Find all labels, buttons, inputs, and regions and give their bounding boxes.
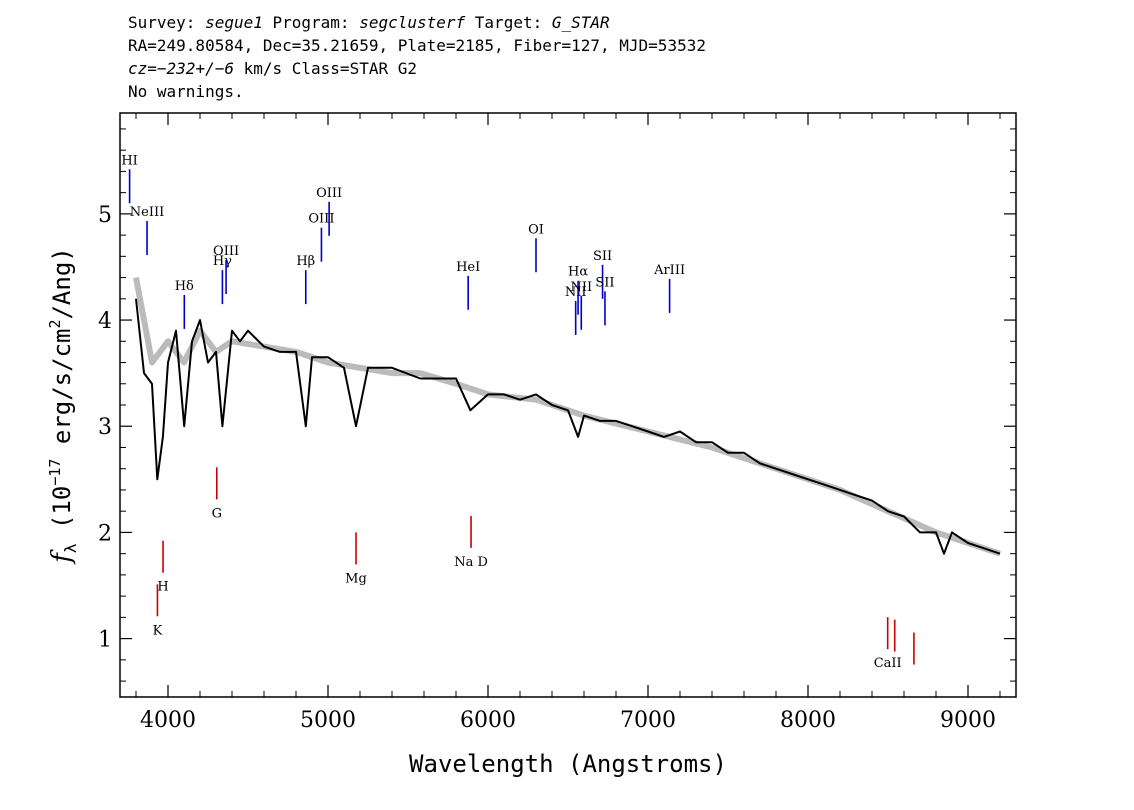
emission-line-label: OIII bbox=[316, 186, 342, 201]
ticks-layer: 4000 5000 6000 7000 8000 9000 1 2 3 4 5 bbox=[98, 113, 1016, 733]
emission-line-label: SII bbox=[595, 275, 614, 290]
y-tick-label: 2 bbox=[98, 521, 112, 546]
emission-line-label: OI bbox=[528, 222, 544, 237]
emission-line-label: OIII bbox=[308, 212, 334, 227]
x-tick-label: 6000 bbox=[460, 708, 516, 733]
emission-line-label: NII bbox=[570, 280, 592, 295]
spectrum-noise-band bbox=[133, 277, 1001, 557]
survey-value: segue1 bbox=[205, 13, 263, 32]
emission-line-label: Hα bbox=[568, 265, 588, 280]
emission-line-label: Hβ bbox=[296, 254, 315, 269]
x-tick-label: 8000 bbox=[780, 708, 836, 733]
target-value: G_STAR bbox=[551, 13, 610, 32]
header-line-coordinates: RA=249.80584, Dec=35.21659, Plate=2185, … bbox=[128, 36, 706, 55]
absorption-line-label: H bbox=[157, 580, 168, 595]
spectrum-flux-line bbox=[135, 298, 1001, 555]
header-line-warnings: No warnings. bbox=[128, 82, 244, 101]
program-value: segclusterf bbox=[359, 13, 466, 32]
emission-line-label: Hγ bbox=[213, 254, 232, 269]
header-line-survey: Survey: segue1 Program: segclusterf Targ… bbox=[128, 13, 610, 32]
absorption-line-label: G bbox=[212, 506, 222, 521]
y-tick-label: 3 bbox=[98, 415, 112, 440]
x-tick-label: 7000 bbox=[620, 708, 676, 733]
absorption-line-label: Mg bbox=[345, 571, 367, 586]
emission-line-label: HI bbox=[121, 153, 137, 168]
absorption-line-label: K bbox=[153, 623, 163, 638]
emission-line-label: OIII bbox=[213, 244, 239, 259]
x-tick-label: 4000 bbox=[140, 708, 196, 733]
y-tick-label: 4 bbox=[98, 309, 112, 334]
y-tick-label: 5 bbox=[98, 203, 112, 228]
x-tick-label: 9000 bbox=[940, 708, 996, 733]
series-layer bbox=[133, 277, 1001, 557]
emission-line-label: ArIII bbox=[653, 263, 685, 278]
cz-value: −232+/−6 bbox=[156, 59, 234, 78]
emission-line-label: Hδ bbox=[175, 279, 194, 294]
absorption-line-label: Na D bbox=[454, 555, 488, 570]
spectral-lines-layer: HINeIIIHδHγOIIIHβOIIIOIIIHeIOINIIHαNIISI… bbox=[121, 153, 915, 671]
emission-line-label: SII bbox=[593, 249, 612, 264]
x-axis-label: Wavelength (Angstroms) bbox=[409, 750, 727, 778]
emission-line-label: HeI bbox=[456, 260, 480, 275]
absorption-line-label: CaII bbox=[874, 656, 902, 671]
y-tick-label: 1 bbox=[98, 628, 112, 653]
header-line-redshift: cz=−232+/−6 km/s Class=STAR G2 bbox=[128, 59, 417, 78]
y-axis-label: fλ (10−17 erg/s/cm2/Ang) bbox=[46, 247, 80, 564]
plot-frame bbox=[119, 112, 1017, 698]
emission-line-label: NeIII bbox=[130, 205, 164, 220]
x-tick-label: 5000 bbox=[300, 708, 356, 733]
